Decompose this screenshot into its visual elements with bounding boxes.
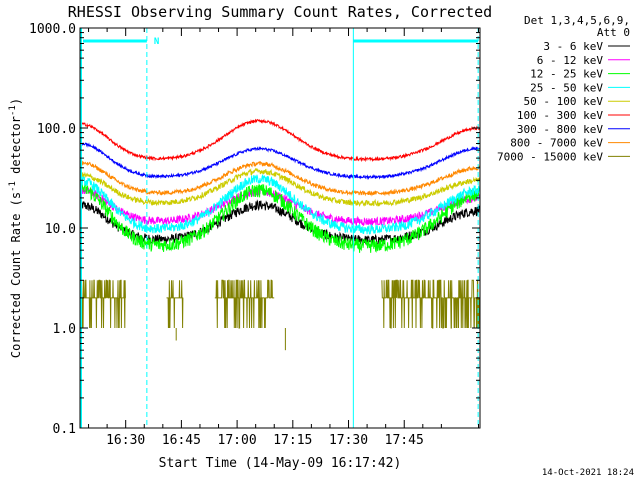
plot-series-group: N [79, 28, 481, 428]
legend-entry-label: 100 - 300 keV [517, 109, 603, 122]
series-line [79, 173, 481, 235]
y-axis-label: Corrected Count Rate (s-1 detector-1) [8, 98, 23, 358]
legend-entry-label: 50 - 100 keV [524, 95, 604, 108]
series-line [79, 118, 481, 163]
legend-entry-label: 800 - 7000 keV [510, 137, 603, 150]
legend-entry-label: 25 - 50 keV [530, 81, 603, 94]
legend-header-line-1: Det 1,3,4,5,6,9, [524, 14, 630, 27]
y-tick-label: 10.0 [45, 222, 76, 237]
x-tick-label: 17:00 [218, 433, 257, 448]
y-tick-label: 1.0 [53, 322, 76, 337]
legend-header-line-2: Att 0 [597, 26, 630, 39]
x-axis: 16:30 16:45 17:00 17:15 17:30 17:45 [88, 28, 480, 448]
y-axis: 0.1 1.0 10.0 100.0 1000.0 [29, 22, 480, 437]
marker-label: N [154, 37, 159, 47]
y-axis-label-sup2: -1 [8, 105, 18, 116]
series-line-7000-15000 [166, 280, 184, 329]
x-axis-label: Start Time (14-May-09 16:17:42) [159, 456, 402, 471]
legend-entry-label: 7000 - 15000 keV [497, 150, 603, 163]
series-line [79, 186, 481, 227]
legend-entry-label: 6 - 12 keV [537, 54, 604, 67]
legend-entry-label: 300 - 800 keV [517, 123, 603, 136]
y-axis-label-sup1: -1 [8, 181, 18, 192]
y-tick-label: 0.1 [53, 422, 76, 437]
y-axis-label-main: Corrected Count Rate (s [9, 192, 23, 358]
x-tick-label: 16:45 [162, 433, 201, 448]
series-line [79, 142, 481, 181]
x-tick-label: 16:30 [106, 433, 145, 448]
y-axis-label-mid: detector [9, 116, 23, 181]
legend-entry-label: 12 - 25 keV [530, 68, 603, 81]
y-axis-label-end: ) [9, 98, 23, 105]
y-tick-label: 1000.0 [29, 22, 76, 37]
y-tick-label: 100.0 [37, 122, 76, 137]
legend-entry-label: 3 - 6 keV [543, 40, 603, 53]
series-line-7000-15000 [381, 279, 480, 329]
series-line-7000-15000 [80, 279, 126, 329]
chart-title: RHESSI Observing Summary Count Rates, Co… [68, 3, 492, 21]
series-line [79, 167, 481, 207]
series-line-7000-15000 [214, 279, 275, 329]
x-tick-label: 17:15 [273, 433, 312, 448]
x-tick-label: 17:45 [385, 433, 424, 448]
x-tick-label: 17:30 [329, 433, 368, 448]
footer-timestamp: 14-Oct-2021 18:24 [542, 468, 634, 478]
